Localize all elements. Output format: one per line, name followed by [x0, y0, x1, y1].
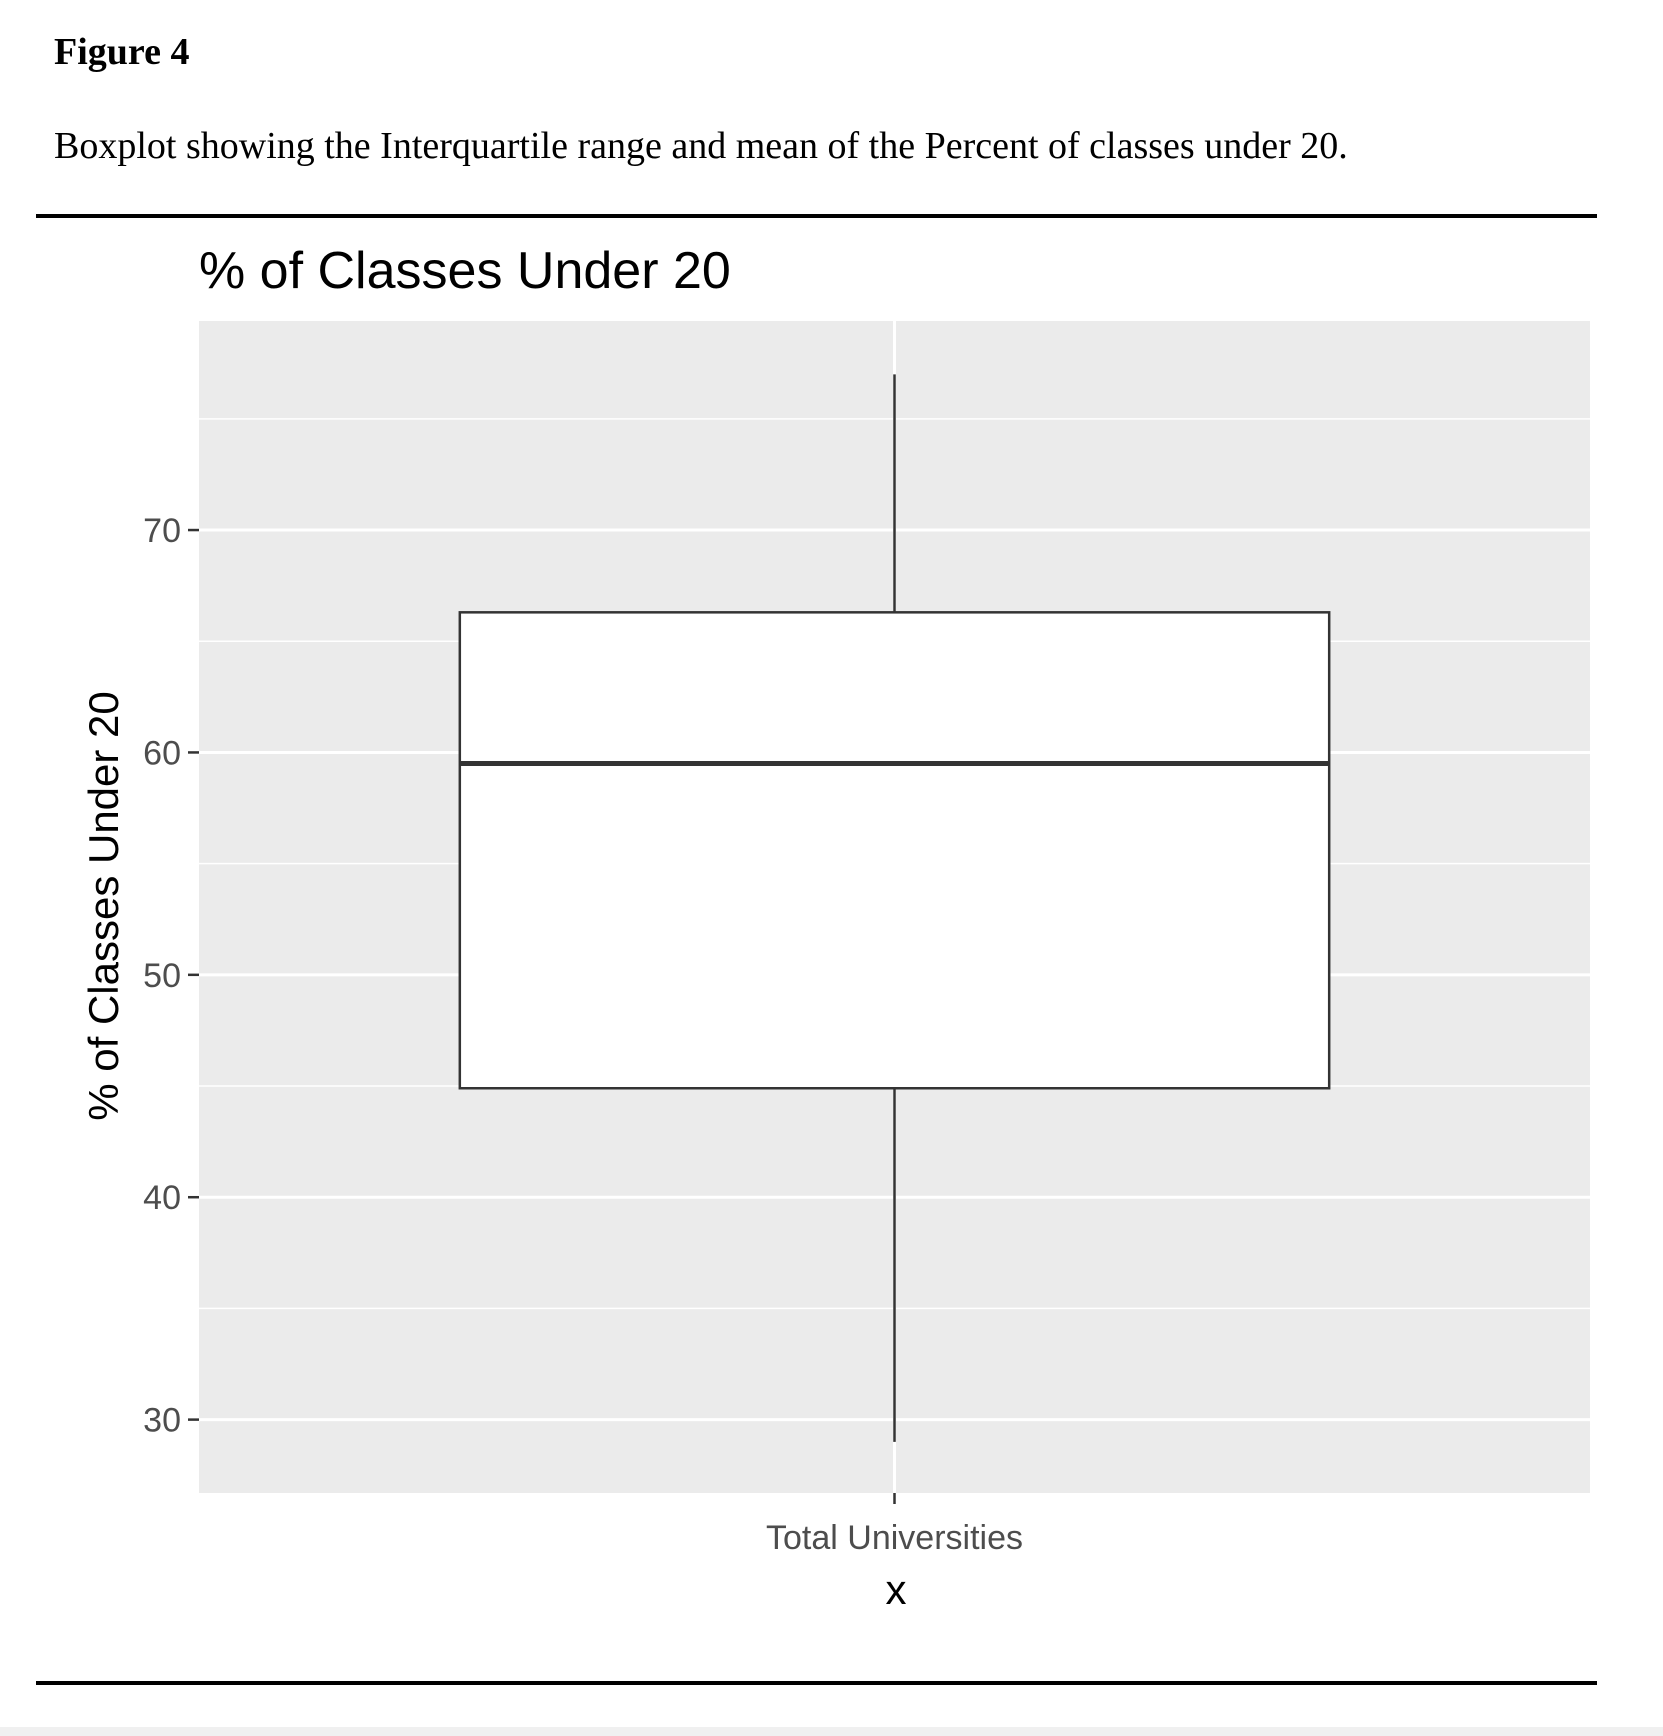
figure-label: Figure 4 — [54, 31, 190, 73]
y-axis-title: % of Classes Under 20 — [80, 691, 127, 1121]
interquartile-box — [458, 611, 1331, 1090]
x-axis: Total Universities — [766, 1493, 1023, 1557]
y-tick-label: 70 — [143, 512, 181, 550]
y-tick-label: 30 — [143, 1402, 181, 1440]
x-axis-title: x — [886, 1566, 907, 1613]
boxes — [458, 374, 1331, 1442]
y-axis: 30 40 50 60 70 — [143, 512, 199, 1440]
top-rule — [36, 214, 1597, 218]
y-tick-label: 50 — [143, 957, 181, 995]
chart-title: % of Classes Under 20 — [199, 242, 731, 300]
page-bottom-strip — [0, 1727, 1663, 1736]
x-tick-label: Total Universities — [766, 1519, 1023, 1557]
figure-caption: Boxplot showing the Interquartile range … — [54, 125, 1348, 167]
y-tick-label: 60 — [143, 734, 181, 772]
bottom-rule — [36, 1681, 1597, 1685]
y-tick-label: 40 — [143, 1179, 181, 1217]
